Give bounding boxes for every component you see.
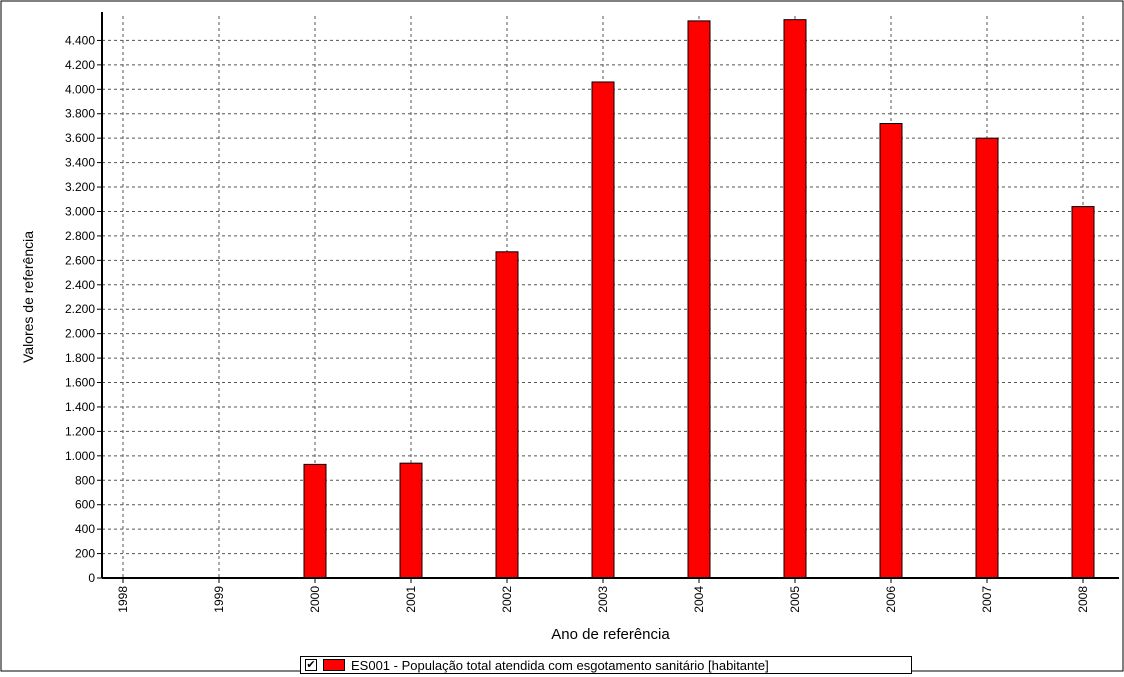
bar — [495, 251, 519, 579]
y-tick-label: 3.600 — [65, 131, 95, 145]
bar — [1071, 206, 1095, 579]
y-axis-title: Valores de referência — [20, 231, 36, 363]
y-tick-label: 0 — [88, 571, 95, 585]
x-tick-label: 2003 — [596, 586, 610, 613]
y-tick-label: 2.800 — [65, 229, 95, 243]
x-tick-label: 2005 — [788, 586, 802, 613]
legend: ✔ ES001 - População total atendida com e… — [300, 656, 912, 674]
bar — [399, 462, 423, 579]
x-axis-title: Ano de referência — [551, 626, 670, 643]
x-tick-label: 2001 — [404, 586, 418, 613]
y-tick-label: 1.600 — [65, 376, 95, 390]
bar — [975, 137, 999, 579]
y-tick-label: 3.800 — [65, 107, 95, 121]
x-tick-label: 2002 — [500, 586, 514, 613]
bar — [687, 20, 711, 579]
legend-swatch — [323, 659, 345, 671]
y-tick-label: 3.000 — [65, 204, 95, 218]
y-tick-label: 3.400 — [65, 156, 95, 170]
y-tick-label: 200 — [75, 547, 95, 561]
y-tick-label: 1.400 — [65, 400, 95, 414]
x-tick-label: 2006 — [884, 586, 898, 613]
y-tick-label: 4.400 — [65, 33, 95, 47]
bar — [591, 81, 615, 579]
y-tick-label: 800 — [75, 473, 95, 487]
x-tick-label: 2008 — [1076, 586, 1090, 613]
bar — [783, 19, 807, 579]
y-tick-label: 400 — [75, 522, 95, 536]
y-tick-label: 4.200 — [65, 58, 95, 72]
x-tick-label: 1998 — [116, 586, 130, 613]
y-tick-label: 2.600 — [65, 253, 95, 267]
y-tick-label: 1.200 — [65, 424, 95, 438]
x-tick-label: 1999 — [212, 586, 226, 613]
y-tick-label: 2.000 — [65, 327, 95, 341]
y-tick-label: 2.400 — [65, 278, 95, 292]
y-tick-label: 2.200 — [65, 302, 95, 316]
x-tick-label: 2000 — [308, 586, 322, 613]
bar — [879, 123, 903, 579]
x-tick-label: 2007 — [980, 586, 994, 613]
legend-label: ES001 - População total atendida com esg… — [351, 657, 769, 673]
y-tick-label: 600 — [75, 498, 95, 512]
bar — [303, 463, 327, 579]
y-tick-label: 1.800 — [65, 351, 95, 365]
y-tick-label: 3.200 — [65, 180, 95, 194]
y-tick-label: 1.000 — [65, 449, 95, 463]
y-tick-label: 4.000 — [65, 82, 95, 96]
legend-checkbox[interactable]: ✔ — [305, 659, 317, 671]
x-tick-label: 2004 — [692, 586, 706, 613]
